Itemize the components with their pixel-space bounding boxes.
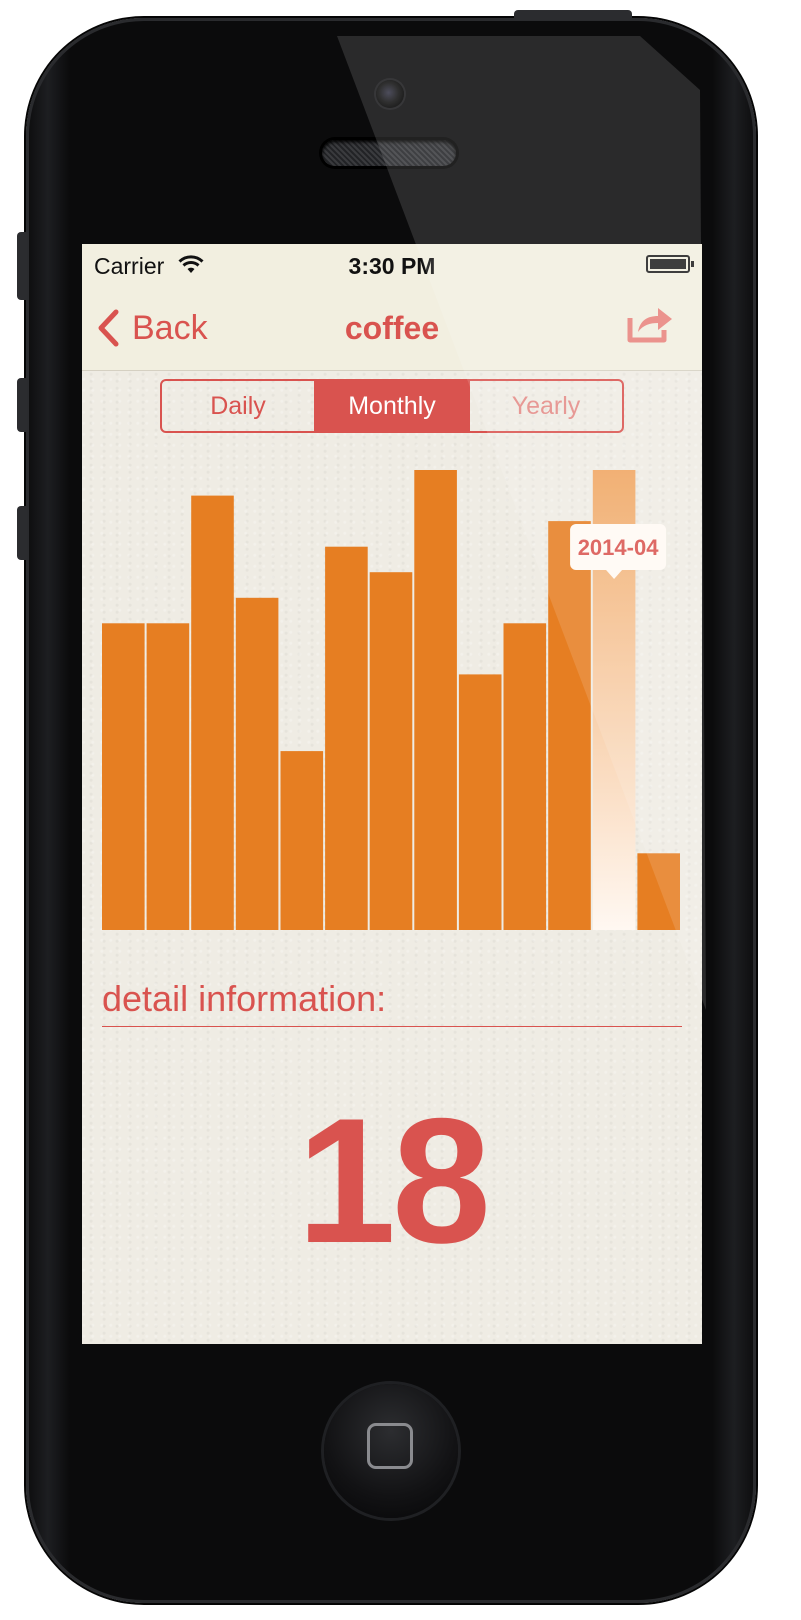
status-time: 3:30 PM	[348, 253, 436, 279]
back-label: Back	[132, 308, 208, 347]
home-square-icon	[367, 1423, 413, 1469]
tooltip-box	[570, 524, 667, 570]
chart-tooltip: 2014-04	[570, 524, 667, 579]
chart-bar[interactable]	[191, 495, 234, 930]
chart-bar[interactable]	[102, 623, 145, 930]
mute-switch	[17, 232, 27, 300]
period-segmented-control: Daily Monthly Yearly	[160, 379, 624, 433]
chart-bar[interactable]	[146, 623, 190, 930]
detail-information-label: detail information:	[102, 978, 387, 1019]
volume-down-button	[17, 506, 27, 560]
battery-icon	[646, 255, 694, 273]
tooltip-label: 2014-04	[578, 535, 660, 560]
back-button[interactable]: Back	[96, 306, 208, 350]
chart-bar[interactable]	[503, 623, 547, 930]
chart-bar[interactable]	[235, 597, 279, 930]
chart-bar[interactable]	[325, 546, 368, 930]
chart-bar[interactable]	[458, 674, 502, 930]
segment-daily[interactable]: Daily	[210, 391, 266, 420]
chart-bar[interactable]	[280, 751, 324, 930]
navigation-bar: Back coffee	[82, 286, 702, 371]
segment-monthly[interactable]: Monthly	[314, 381, 468, 431]
tooltip-pointer	[606, 570, 623, 579]
earpiece-speaker	[322, 140, 456, 166]
share-icon	[627, 308, 672, 343]
chevron-left-icon	[98, 309, 119, 347]
front-camera	[376, 80, 404, 108]
segment-yearly[interactable]: Yearly	[468, 381, 622, 431]
wifi-icon	[178, 254, 204, 281]
chart-bar[interactable]	[369, 572, 413, 930]
chart-bar[interactable]	[548, 521, 591, 930]
monthly-bar-chart: 2014-04	[102, 470, 680, 930]
share-button[interactable]	[626, 304, 674, 349]
volume-up-button	[17, 378, 27, 432]
home-button[interactable]	[324, 1384, 458, 1518]
chart-bar[interactable]	[414, 470, 457, 930]
carrier-label: Carrier	[94, 253, 165, 279]
detail-divider	[102, 1026, 682, 1027]
selected-value: 18	[297, 1081, 491, 1280]
chart-bar[interactable]	[637, 853, 680, 930]
app-screen: Carrier 3:30 PM Back coffee Daily	[82, 244, 702, 1344]
page-title: coffee	[344, 310, 440, 346]
sleep-button	[514, 10, 632, 20]
status-bar: Carrier 3:30 PM	[82, 244, 702, 286]
